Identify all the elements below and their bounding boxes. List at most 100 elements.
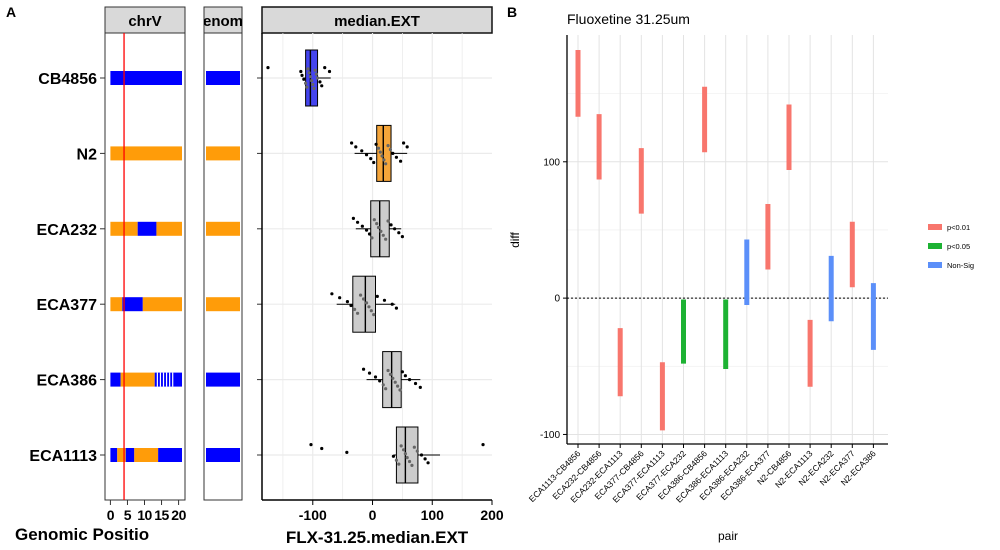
point-cb4856-6 <box>306 67 310 71</box>
chrv-segment-eca1113-3 <box>134 448 159 462</box>
point-eca377-1 <box>338 296 342 300</box>
point-eca232-13 <box>389 223 393 227</box>
boxplot-grid <box>257 33 492 500</box>
point-n2-1 <box>354 145 358 149</box>
chrv-xtick-label-5: 5 <box>124 507 132 523</box>
diff-x-axis-title: pair <box>718 529 738 543</box>
point-eca386-13 <box>403 374 407 378</box>
strain-label-eca1113: ECA1113 <box>29 448 97 465</box>
chrv-stripe-eca386-5 <box>172 372 174 387</box>
boxplot-x-axis: -100 0 100 200 <box>299 500 504 523</box>
point-eca1113-3 <box>391 454 396 458</box>
estimate-eca232-eca1113 <box>618 358 623 364</box>
point-eca386-0 <box>361 367 366 371</box>
point-eca386-14 <box>407 378 412 382</box>
legend-label-non-sig: Non-Sig <box>947 261 974 270</box>
point-eca232-16 <box>400 235 404 239</box>
point-eca377-6 <box>358 293 363 297</box>
chrv-stripe-eca386-4 <box>169 372 171 387</box>
genome-track-panel: enom <box>203 6 243 501</box>
box-cb4856 <box>305 49 319 107</box>
chrv-x-axis: 0 5 10 15 20 <box>107 500 187 523</box>
point-eca232-5 <box>370 236 374 240</box>
genome-segment-n2 <box>206 146 240 161</box>
point-cb4856-0 <box>266 66 270 70</box>
estimate-n2-cb4856 <box>786 135 792 140</box>
point-n2-6 <box>374 142 378 146</box>
point-n2-12 <box>386 144 390 148</box>
point-n2-13 <box>388 147 393 152</box>
chrv-segment-eca386-0 <box>110 372 121 387</box>
legend: p<0.01 p<0.05 Non-Sig <box>928 223 974 270</box>
chrv-segment-eca377-0 <box>110 297 123 312</box>
strain-label-n2: N2 <box>77 146 98 163</box>
chrv-panel-frame <box>104 32 186 501</box>
point-cb4856-3 <box>302 77 306 81</box>
chrv-stripe-eca386-0 <box>156 372 158 387</box>
point-n2-0 <box>350 141 354 145</box>
point-eca377-10 <box>369 309 373 313</box>
point-eca1113-10 <box>407 459 412 464</box>
point-eca232-14 <box>393 227 397 231</box>
panel-b-label: B <box>507 4 517 20</box>
diff-x-axis: ECA1113-CB4856ECA232-CB4856ECA232-ECA111… <box>527 444 878 505</box>
genome-segment-eca1113 <box>206 448 240 462</box>
estimate-n2-eca1113 <box>807 351 813 357</box>
point-n2-4 <box>369 157 373 161</box>
chrv-segment-eca386-1 <box>120 372 155 387</box>
chrv-track-panel: chrV CB4856 N2 ECA232 ECA377 ECA386 ECA1113 0… <box>15 6 187 544</box>
point-eca377-13 <box>382 298 387 302</box>
genome-strip-label: enom <box>203 13 243 30</box>
point-eca1113-16 <box>426 461 430 465</box>
point-eca1113-17 <box>481 443 485 447</box>
boxplot-xtick-label-100: 100 <box>421 507 445 523</box>
point-cb4856-9 <box>309 79 314 83</box>
diff-grid <box>567 35 888 444</box>
chrv-strip <box>104 6 186 34</box>
point-eca232-0 <box>351 216 356 220</box>
boxplot-points <box>266 66 485 467</box>
chrv-strip-label: chrV <box>128 13 161 30</box>
boxplot-boxes <box>302 49 441 484</box>
point-eca1113-13 <box>415 449 419 453</box>
point-eca1113-15 <box>423 457 427 461</box>
point-eca232-12 <box>386 219 390 223</box>
point-eca386-12 <box>400 370 404 374</box>
estimate-eca386-eca232 <box>744 270 749 275</box>
point-eca386-10 <box>396 384 400 388</box>
chrv-stripe-eca386-3 <box>165 372 168 387</box>
point-eca386-4 <box>381 383 385 387</box>
point-eca1113-14 <box>419 453 424 457</box>
chrv-stripe-eca386-1 <box>159 372 162 387</box>
point-eca1113-8 <box>403 452 407 456</box>
genome-segment-cb4856 <box>206 71 240 85</box>
point-n2-11 <box>384 162 388 166</box>
point-eca1113-1 <box>320 446 324 451</box>
point-eca386-9 <box>393 380 397 384</box>
point-eca232-15 <box>397 231 401 235</box>
legend-key-p-0-01 <box>928 224 942 230</box>
chrv-stripe-eca386-2 <box>162 372 165 387</box>
point-eca1113-11 <box>410 463 414 467</box>
point-eca386-11 <box>398 388 402 392</box>
chrv-segment-eca377-2 <box>142 297 182 312</box>
point-n2-3 <box>364 153 369 157</box>
box-eca377 <box>352 275 377 333</box>
boxplot-panel: median.EXT -100 0 100 200 FLX-31.25.median.… <box>257 6 504 547</box>
point-cb4856-14 <box>315 76 320 80</box>
panel-a-label: A <box>6 4 16 20</box>
genome-panel-frame <box>203 32 243 501</box>
point-n2-5 <box>372 160 376 165</box>
point-cb4856-18 <box>327 69 332 74</box>
diff-y-axis: -100 0 100 <box>540 157 567 441</box>
point-eca386-5 <box>384 387 388 391</box>
point-eca232-3 <box>364 228 369 232</box>
estimate-eca377-cb4856 <box>639 178 644 184</box>
point-eca386-2 <box>373 375 378 379</box>
genome-segments <box>206 71 240 462</box>
point-eca386-6 <box>386 368 390 373</box>
genome-strip <box>203 6 243 34</box>
diff-ranges <box>575 49 876 431</box>
strain-label-eca386: ECA386 <box>37 373 98 390</box>
